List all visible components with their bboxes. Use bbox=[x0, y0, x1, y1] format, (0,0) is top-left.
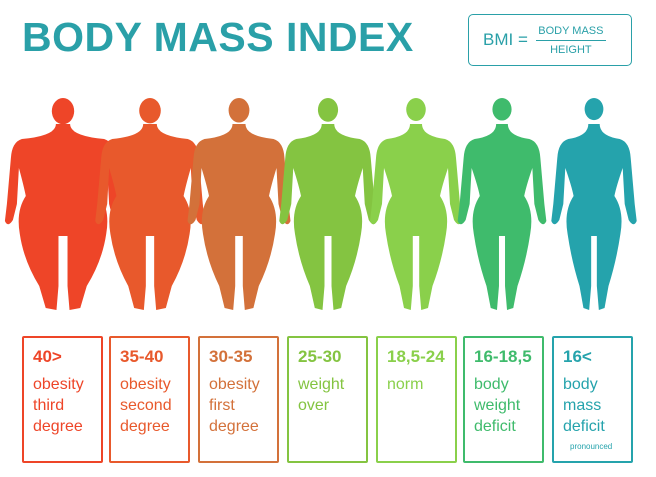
category-label-line: norm bbox=[387, 376, 424, 393]
silhouette-5 bbox=[370, 98, 462, 310]
category-label-line: body bbox=[474, 376, 509, 393]
silhouette-body bbox=[370, 124, 462, 310]
category-card-2: 35-40 obesity second degree bbox=[109, 336, 190, 463]
bmi-range: 16-18,5 bbox=[474, 347, 532, 366]
category-card-4: 25-30 weight over bbox=[287, 336, 368, 463]
silhouette-head bbox=[139, 98, 161, 124]
silhouette-body bbox=[95, 124, 205, 310]
category-label-line: over bbox=[298, 397, 330, 414]
fraction-bar bbox=[535, 39, 606, 41]
category-label-line: obesity bbox=[120, 376, 171, 393]
category-card-5: 18,5-24 norm bbox=[376, 336, 457, 463]
silhouette-body bbox=[457, 124, 547, 310]
category-label-line: deficit bbox=[474, 418, 516, 435]
silhouette-2 bbox=[95, 98, 205, 310]
bmi-formula-box: BMI = BODY MASS HEIGHT bbox=[468, 14, 632, 66]
bmi-range: 40> bbox=[33, 347, 62, 366]
category-card-7: 16< body mass deficit pronounced bbox=[552, 336, 633, 463]
formula-lhs: BMI = bbox=[483, 30, 528, 49]
bmi-range: 30-35 bbox=[209, 347, 253, 366]
category-card-1: 40> obesity third degree bbox=[22, 336, 103, 463]
formula-denominator: HEIGHT bbox=[550, 43, 592, 56]
figures-row bbox=[4, 98, 637, 310]
silhouette-body bbox=[551, 124, 637, 310]
category-label-line: degree bbox=[33, 418, 83, 435]
category-label-line: weight bbox=[474, 397, 521, 414]
formula-numerator: BODY MASS bbox=[538, 24, 604, 37]
category-card-6: 16-18,5 body weight deficit bbox=[463, 336, 544, 463]
silhouette-body bbox=[279, 124, 377, 310]
bmi-range: 16< bbox=[563, 347, 592, 366]
category-label-line: obesity bbox=[209, 376, 260, 393]
silhouette-head bbox=[317, 98, 339, 122]
category-label-line: first bbox=[209, 397, 235, 414]
bmi-range: 18,5-24 bbox=[387, 347, 445, 366]
silhouette-head bbox=[228, 98, 250, 123]
page-title: BODY MASS INDEX bbox=[22, 14, 414, 60]
silhouette-head bbox=[492, 98, 512, 121]
silhouette-head bbox=[51, 98, 75, 125]
silhouette-head bbox=[584, 98, 604, 121]
bmi-range: 35-40 bbox=[120, 347, 164, 366]
category-label-line: degree bbox=[120, 418, 170, 435]
category-label-line: deficit bbox=[563, 418, 605, 435]
silhouette-3 bbox=[187, 98, 291, 310]
silhouette-body bbox=[187, 124, 291, 310]
category-card-3: 30-35 obesity first degree bbox=[198, 336, 279, 463]
category-label-line: second bbox=[120, 397, 172, 414]
category-label-line: weight bbox=[298, 376, 345, 393]
silhouette-1 bbox=[4, 98, 122, 310]
category-label-line: degree bbox=[209, 418, 259, 435]
category-label-line: obesity bbox=[33, 376, 84, 393]
silhouette-head bbox=[406, 98, 426, 121]
formula-fraction: BODY MASS HEIGHT bbox=[535, 24, 606, 57]
silhouette-4 bbox=[279, 98, 377, 310]
silhouette-7 bbox=[551, 98, 637, 310]
category-label-line: mass bbox=[563, 397, 602, 414]
silhouette-6 bbox=[457, 98, 547, 310]
category-label-line: third bbox=[33, 397, 65, 414]
category-note: pronounced bbox=[570, 442, 613, 451]
bmi-range: 25-30 bbox=[298, 347, 342, 366]
silhouette-body bbox=[4, 124, 122, 310]
category-label-line: body bbox=[563, 376, 598, 393]
